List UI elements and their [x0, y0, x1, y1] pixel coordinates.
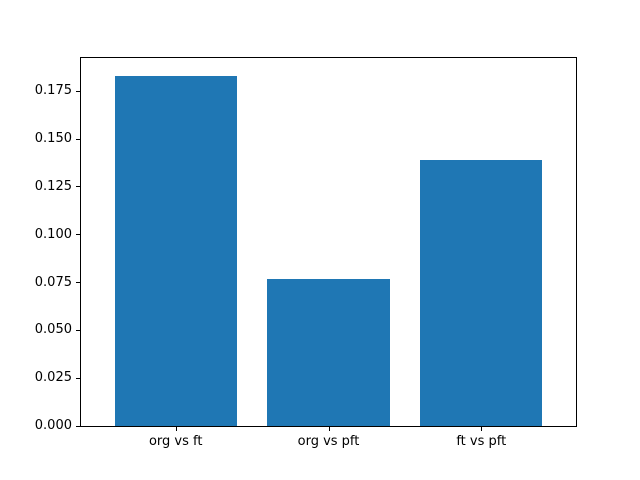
- bar-org-vs-pft: [267, 278, 390, 426]
- x-tick-mark: [328, 427, 330, 431]
- x-tick-label: ft vs pft: [456, 434, 507, 449]
- y-tick-label: 0.075: [34, 274, 72, 290]
- bar-org-vs-ft: [114, 75, 237, 426]
- y-tick-label: 0.050: [34, 322, 72, 338]
- y-tick-mark: [76, 90, 80, 92]
- y-tick-label: 0.125: [34, 178, 72, 194]
- y-tick-label: 0.000: [34, 418, 72, 433]
- bar-ft-vs-pft: [420, 160, 543, 426]
- y-tick-mark: [76, 329, 80, 331]
- y-tick-mark: [76, 186, 80, 188]
- y-tick-mark: [76, 138, 80, 140]
- x-tick-mark: [175, 427, 177, 431]
- y-tick-mark: [76, 282, 80, 284]
- y-tick-label: 0.100: [34, 226, 72, 242]
- plot-area: [80, 57, 577, 427]
- y-tick-label: 0.150: [34, 131, 72, 147]
- y-tick-label: 0.025: [34, 370, 72, 386]
- y-tick-mark: [76, 377, 80, 379]
- y-tick-label: 0.175: [34, 83, 72, 99]
- y-tick-mark: [76, 234, 80, 236]
- x-tick-label: org vs pft: [297, 434, 360, 449]
- x-tick-mark: [481, 427, 483, 431]
- x-tick-label: org vs ft: [148, 434, 203, 449]
- y-tick-mark: [76, 425, 80, 427]
